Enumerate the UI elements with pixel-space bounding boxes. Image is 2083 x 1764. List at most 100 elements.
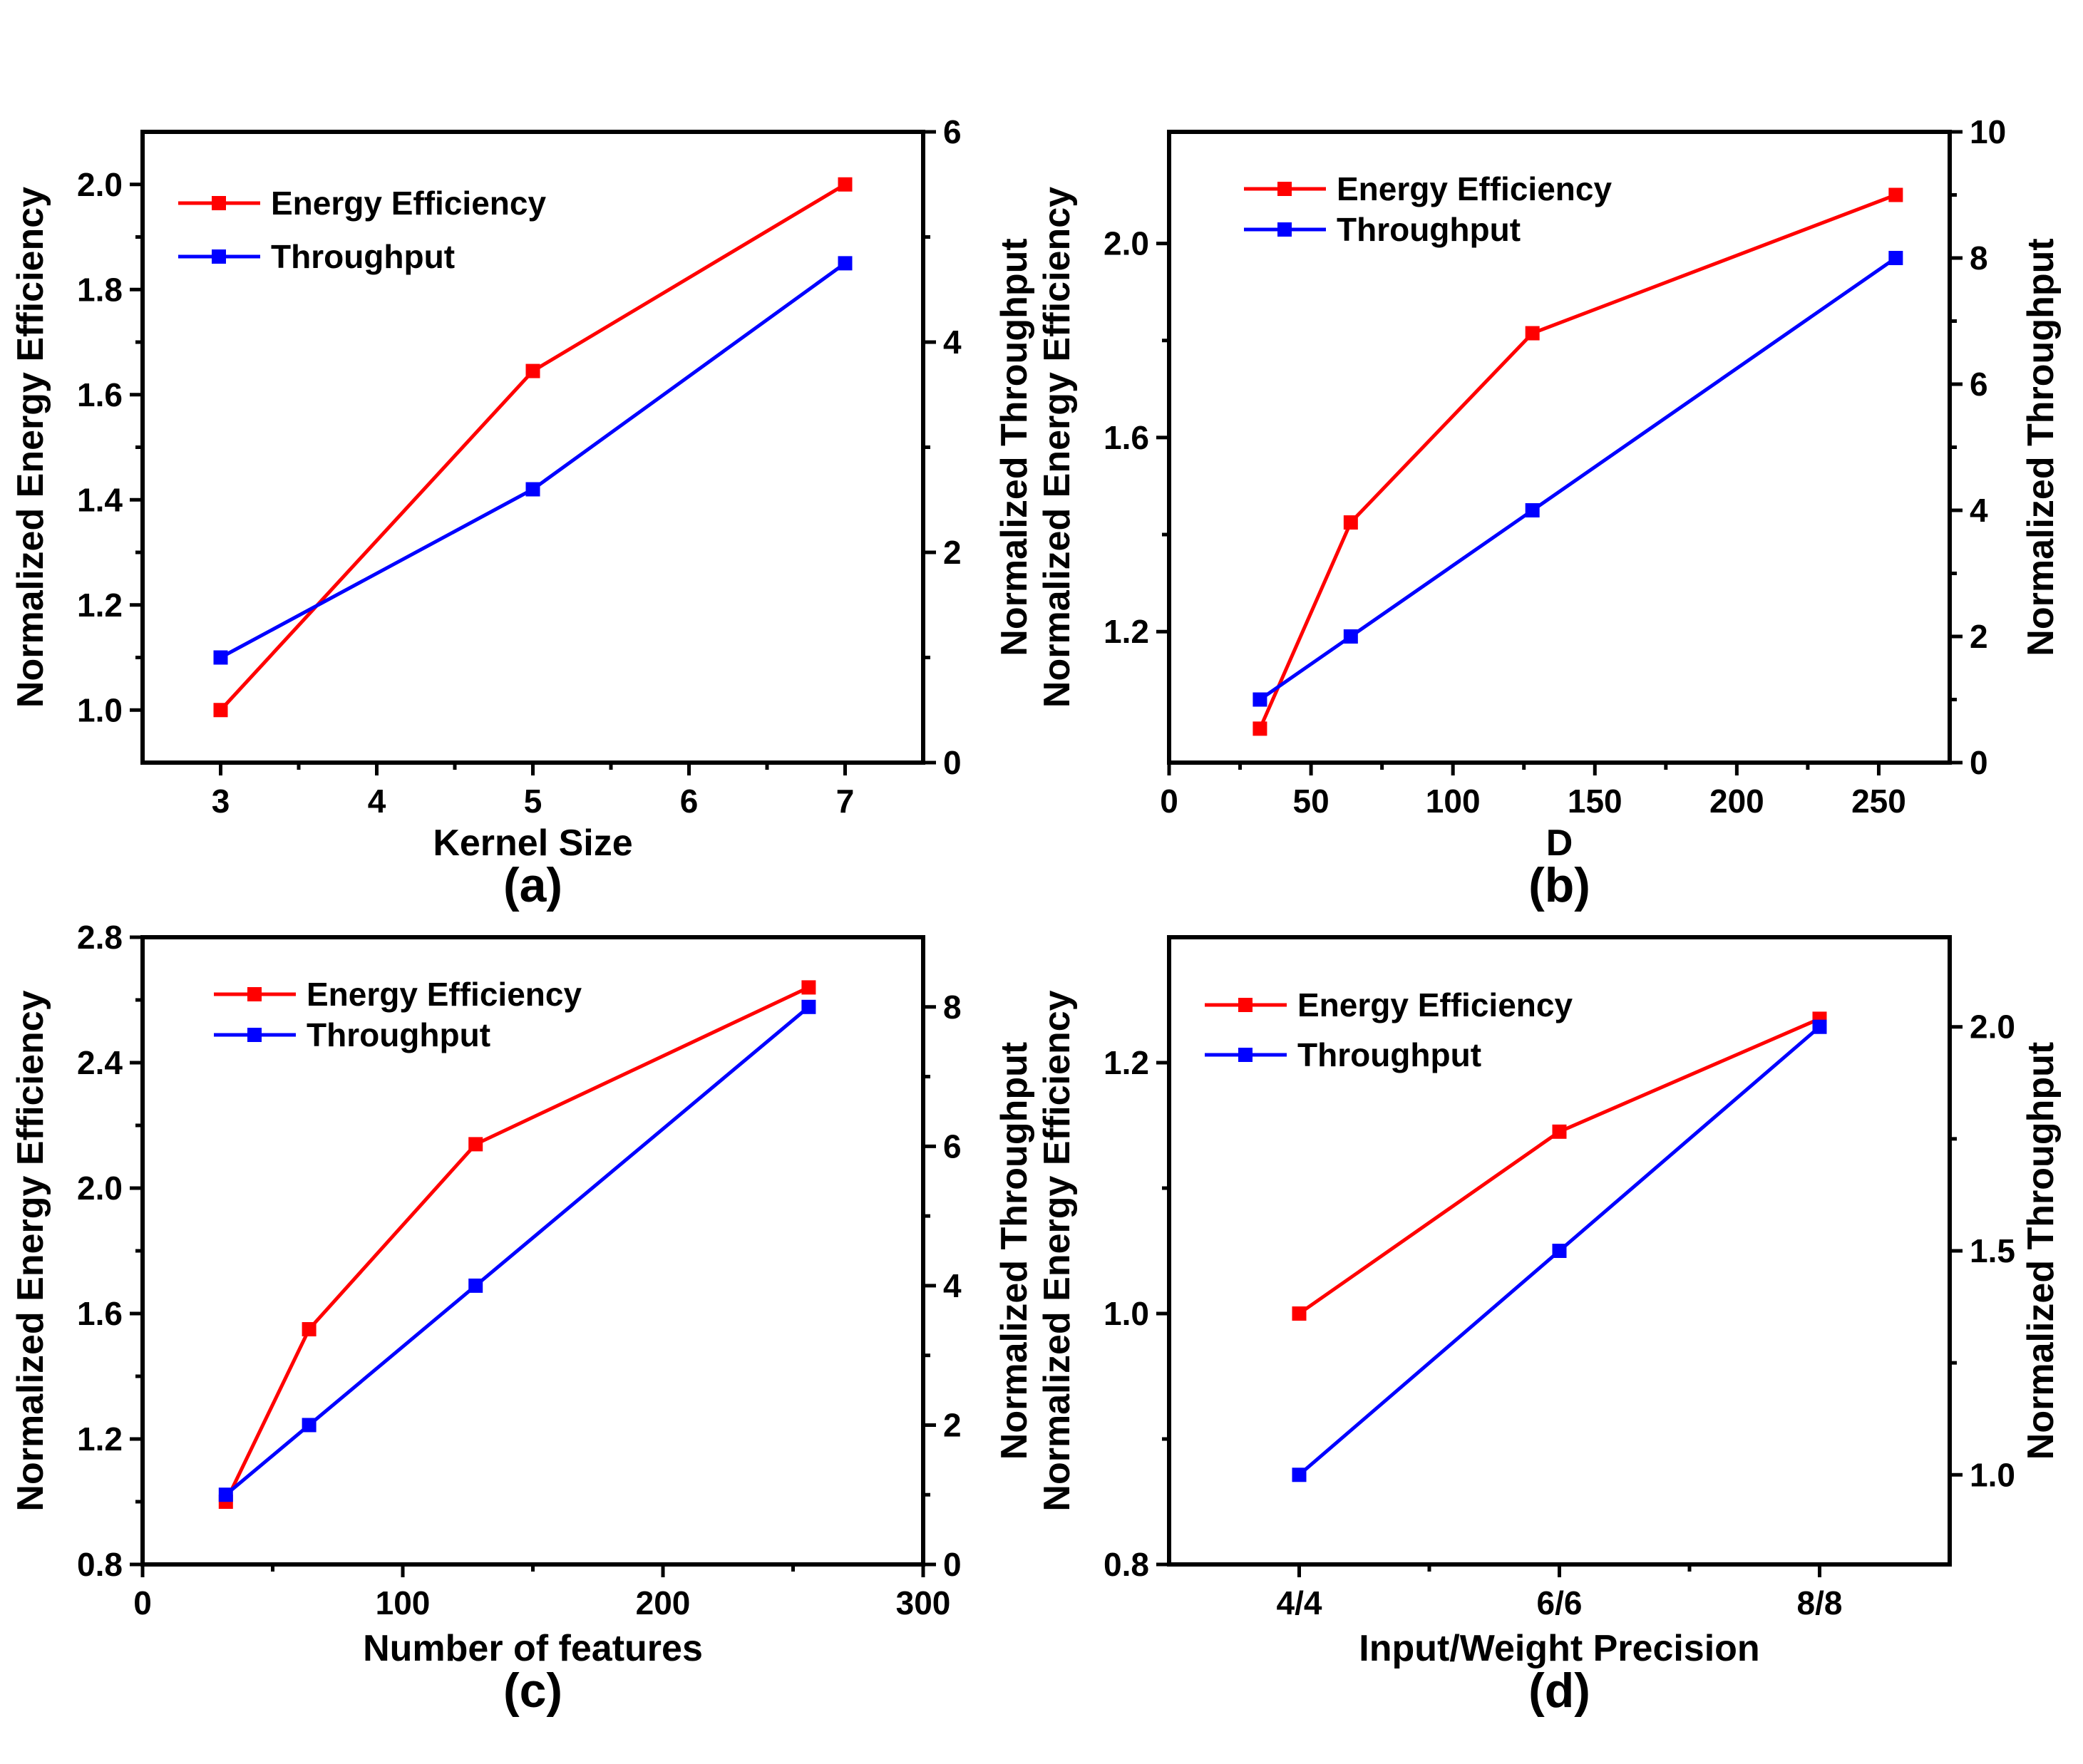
throughput-point <box>1552 1244 1567 1258</box>
y-right-tick-label: 2 <box>943 1406 962 1443</box>
throughput-point <box>1292 1468 1307 1482</box>
y-left-axis-label: Normalized Energy Efficiency <box>10 187 51 708</box>
y-right-tick-label: 8 <box>1970 239 1988 277</box>
x-axis-label: Kernel Size <box>433 822 632 864</box>
y-right-tick-label: 6 <box>943 113 962 150</box>
throughput-point <box>1525 503 1540 517</box>
x-tick-label: 6 <box>680 783 699 820</box>
legend-throughput-label: Throughput <box>1297 1036 1481 1073</box>
x-tick-label: 300 <box>896 1584 951 1621</box>
x-tick-label: 100 <box>376 1584 431 1621</box>
x-axis-label: Input/Weight Precision <box>1359 1628 1759 1669</box>
x-tick-label: 250 <box>1851 783 1906 820</box>
y-right-tick-label: 4 <box>1970 492 1988 529</box>
throughput-point <box>1253 692 1267 707</box>
legend-energy-marker <box>247 987 262 1001</box>
legend-energy-label: Energy Efficiency <box>1297 986 1573 1023</box>
x-tick-label: 4/4 <box>1277 1584 1322 1621</box>
panel-a-energy-throughput-vs-kernel-size: 3 4 5 6 7 1.0 1.2 1.4 1.6 1.8 2.0 0 2 4 6 Kernel Size No… <box>10 113 1035 912</box>
y-right-axis-label: Normalized Throughput <box>2020 1042 2062 1460</box>
throughput-line <box>220 262 846 659</box>
y-right-axis-label: Normalized Throughput <box>994 238 1035 656</box>
energy-efficiency-point <box>1292 1306 1307 1321</box>
throughput-line <box>1258 256 1897 701</box>
y-left-tick-label: 1.0 <box>77 691 123 728</box>
x-tick-label: 7 <box>836 783 855 820</box>
y-right-tick-label: 2 <box>1970 618 1988 655</box>
energy-efficiency-point <box>213 703 228 718</box>
legend-throughput-label: Throughput <box>1337 211 1521 248</box>
y-right-tick-label: 0 <box>1970 744 1988 781</box>
throughput-point <box>302 1418 317 1433</box>
legend: Energy Efficiency Throughput <box>1205 986 1573 1073</box>
legend-throughput-label: Throughput <box>307 1016 490 1053</box>
legend-energy-marker <box>1277 182 1292 196</box>
y-left-tick-label: 1.6 <box>1104 419 1149 456</box>
throughput-point <box>468 1278 483 1293</box>
y-left-tick-label: 2.8 <box>77 919 123 956</box>
throughput-point <box>801 999 816 1014</box>
y-right-tick-label: 10 <box>1970 113 2006 150</box>
energy-efficiency-point <box>1888 187 1903 202</box>
legend-energy-marker <box>212 196 226 210</box>
y-right-tick-label: 0 <box>943 744 962 781</box>
legend-energy-label: Energy Efficiency <box>307 976 582 1013</box>
y-right-tick-label: 2 <box>943 534 962 571</box>
legend-throughput-marker <box>1277 222 1292 237</box>
energy-efficiency-point <box>1253 721 1267 736</box>
x-tick-label: 200 <box>636 1584 691 1621</box>
legend-throughput-marker <box>1238 1048 1253 1062</box>
energy-efficiency-point <box>801 980 816 995</box>
y-left-tick-label: 1.6 <box>77 1295 123 1332</box>
y-right-tick-label: 8 <box>943 989 962 1026</box>
legend: Energy Efficiency Throughput <box>1244 170 1612 248</box>
energy-efficiency-point <box>468 1137 483 1152</box>
y-right-tick-label: 1.0 <box>1970 1456 2015 1493</box>
y-left-tick-label: 1.2 <box>1104 613 1149 650</box>
panel-label: (b) <box>1528 858 1590 912</box>
x-tick-label: 100 <box>1426 783 1481 820</box>
y-left-tick-label: 1.2 <box>77 587 123 624</box>
legend-energy-label: Energy Efficiency <box>1337 170 1612 207</box>
throughput-point <box>1888 251 1903 265</box>
y-right-tick-label: 6 <box>943 1128 962 1165</box>
y-left-tick-label: 0.8 <box>1104 1546 1149 1583</box>
panel-label: (d) <box>1528 1664 1590 1718</box>
x-axis-label: Number of features <box>363 1628 703 1669</box>
energy-efficiency-line <box>224 986 810 1503</box>
x-tick-label: 5 <box>524 783 542 820</box>
y-right-axis-label: Normalized Throughput <box>994 1042 1035 1460</box>
x-tick-label: 6/6 <box>1537 1584 1583 1621</box>
throughput-point <box>1343 629 1358 644</box>
energy-efficiency-point <box>1525 326 1540 341</box>
x-tick-label: 50 <box>1293 783 1329 820</box>
y-left-axis-label: Normalized Energy Efficiency <box>1037 187 1078 708</box>
throughput-point <box>1812 1019 1827 1034</box>
panel-d-energy-throughput-vs-precision: 4/4 6/6 8/8 0.8 1.0 1.2 1.0 1.5 2.0 Input/Weight … <box>1037 935 2062 1718</box>
y-left-tick-label: 1.4 <box>77 481 123 518</box>
legend-energy-label: Energy Efficiency <box>271 185 546 222</box>
y-left-tick-label: 2.0 <box>77 166 123 203</box>
panel-label: (a) <box>503 858 562 912</box>
legend-throughput-marker <box>247 1028 262 1042</box>
energy-efficiency-point <box>838 177 853 192</box>
throughput-point <box>213 650 228 665</box>
y-left-tick-label: 1.0 <box>1104 1295 1149 1332</box>
x-tick-label: 150 <box>1568 783 1622 820</box>
y-left-tick-label: 1.2 <box>1104 1044 1149 1081</box>
throughput-point <box>218 1487 233 1502</box>
panel-b-energy-throughput-vs-d: 0 50 100 150 200 250 1.2 1.6 2.0 0 2 4 6 8 10 D Normaliz… <box>1037 113 2062 912</box>
x-tick-label: 0 <box>1160 783 1178 820</box>
x-tick-label: 200 <box>1709 783 1764 820</box>
y-left-tick-label: 1.8 <box>77 271 123 308</box>
energy-efficiency-point <box>1343 515 1358 530</box>
throughput-point <box>525 482 540 497</box>
legend-throughput-marker <box>212 249 226 264</box>
y-left-tick-label: 1.6 <box>77 376 123 413</box>
y-left-tick-label: 0.8 <box>77 1546 123 1583</box>
y-right-tick-label: 2.0 <box>1970 1009 2015 1046</box>
y-right-tick-label: 6 <box>1970 366 1988 403</box>
